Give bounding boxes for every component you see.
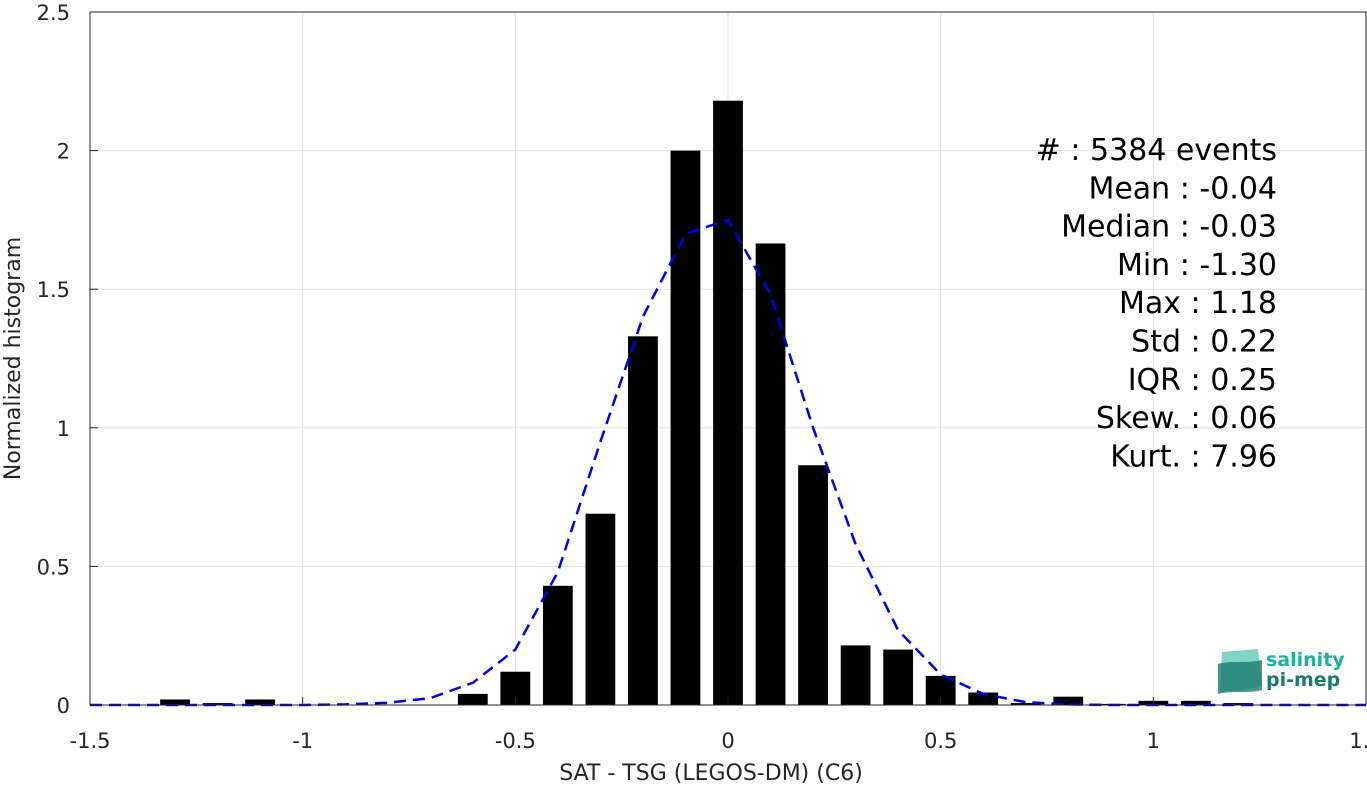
- x-tick-label-0: -1.5: [70, 729, 111, 753]
- bars: [160, 100, 1254, 706]
- x-tick-label-3: 0: [721, 729, 734, 753]
- histogram-bar-0: [160, 699, 190, 705]
- logo-line1: salinity: [1266, 649, 1345, 671]
- y-tick-label-4: 2: [57, 140, 70, 164]
- x-tick-label-6: 1.5: [1349, 729, 1367, 753]
- stat-line-3: Min : -1.30: [1117, 248, 1277, 283]
- stat-line-5: Std : 0.22: [1131, 325, 1277, 360]
- histogram-bar-11: [798, 465, 828, 705]
- histogram-bar-7: [628, 336, 658, 705]
- y-axis-ticks: 0 0.5 1 1.5 2 2.5: [37, 1, 98, 718]
- y-tick-label-1: 0.5: [37, 555, 70, 579]
- x-axis-label: SAT - TSG (LEGOS-DM) (C6): [559, 761, 863, 785]
- histogram-bar-13: [883, 649, 914, 705]
- y-tick-label-2: 1: [57, 417, 70, 441]
- histogram-bar-12: [840, 645, 871, 705]
- x-tick-label-5: 1: [1147, 729, 1160, 753]
- stat-line-1: Mean : -0.04: [1088, 171, 1277, 206]
- histogram-bar-2: [245, 699, 276, 705]
- stat-line-2: Median : -0.03: [1061, 210, 1277, 245]
- x-tick-label-4: 0.5: [924, 729, 957, 753]
- salinity-pi-mep-logo: salinity pi-mep: [1218, 649, 1345, 694]
- histogram-bar-17: [1053, 696, 1084, 705]
- logo-line2: pi-mep: [1266, 669, 1340, 691]
- histogram-bar-6: [585, 513, 616, 705]
- histogram-bar-3: [457, 693, 488, 705]
- x-axis-ticks: -1.5 -1 -0.5 0 0.5 1 1.5: [70, 697, 1367, 753]
- histogram-bar-5: [542, 585, 573, 705]
- y-tick-label-5: 2.5: [37, 1, 70, 25]
- stat-line-4: Max : 1.18: [1119, 286, 1277, 321]
- y-tick-label-3: 1.5: [37, 278, 70, 302]
- logo-wave-icon-front: [1218, 660, 1262, 694]
- histogram-bar-9: [713, 100, 743, 706]
- stat-line-6: IQR : 0.25: [1128, 363, 1277, 398]
- histogram-bar-20: [1180, 700, 1211, 705]
- histogram-bar-1: [202, 703, 233, 705]
- y-tick-label-0: 0: [57, 694, 70, 718]
- stat-line-8: Kurt. : 7.96: [1110, 439, 1277, 474]
- histogram-bar-8: [670, 150, 701, 706]
- histogram-bar-16: [1010, 703, 1041, 705]
- stat-line-7: Skew. : 0.06: [1096, 401, 1277, 436]
- x-tick-label-1: -1: [292, 729, 313, 753]
- histogram-bar-15: [968, 692, 999, 705]
- stat-line-0: # : 5384 events: [1036, 133, 1277, 168]
- histogram-bar-21: [1223, 703, 1254, 705]
- histogram-bar-10: [755, 243, 786, 705]
- x-tick-label-2: -0.5: [495, 729, 536, 753]
- y-axis-label: Normalized histogram: [1, 237, 26, 480]
